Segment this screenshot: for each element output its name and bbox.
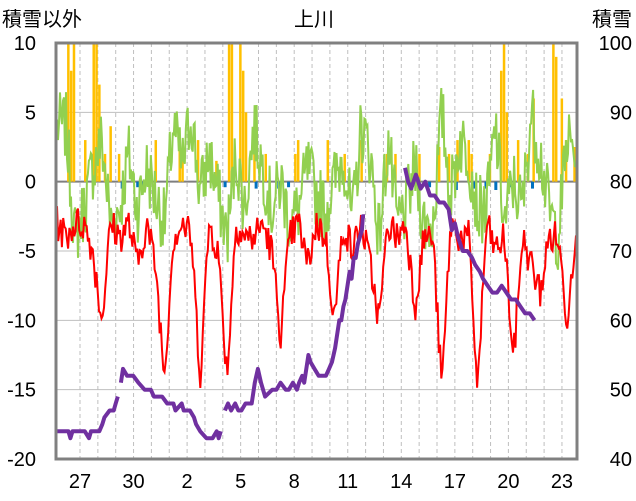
precipitation-bar xyxy=(484,181,488,189)
precipitation-bar xyxy=(136,181,140,188)
x-tick-label: 23 xyxy=(551,471,573,493)
snowfall-bar xyxy=(516,140,520,182)
snowfall-bar xyxy=(560,98,564,182)
snowfall-bar xyxy=(294,153,297,182)
snowfall-bar xyxy=(154,140,158,182)
x-tick-label: 5 xyxy=(235,471,246,493)
right-tick-label: 80 xyxy=(610,172,632,194)
snowfall-bar xyxy=(505,112,509,182)
left-tick-label: 0 xyxy=(25,172,36,194)
snowfall-bar xyxy=(499,70,503,182)
x-tick-label: 2 xyxy=(182,471,193,493)
snowfall-bar xyxy=(92,43,95,182)
snowfall-bar xyxy=(343,153,346,182)
left-tick-label: -10 xyxy=(7,310,36,332)
precipitation-bar xyxy=(223,181,227,188)
left-axis-ticks: 10 5 0 -5 -10 -15 -20 xyxy=(7,33,36,471)
snowfall-bar xyxy=(264,153,267,182)
left-tick-label: -20 xyxy=(7,449,36,471)
precipitation-bar xyxy=(428,181,432,188)
right-tick-label: 70 xyxy=(610,241,632,263)
x-axis-ticks: 27 30 2 5 8 11 14 17 20 23 xyxy=(69,471,573,493)
right-tick-label: 90 xyxy=(610,102,632,124)
snowfall-bar xyxy=(447,153,451,182)
chart-title: 上川 xyxy=(294,8,334,31)
snowfall-bar xyxy=(253,140,256,182)
wind-line xyxy=(56,87,577,270)
snowfall-bar xyxy=(502,43,506,182)
snowfall-bar xyxy=(296,140,300,182)
snowfall-bar xyxy=(241,70,245,182)
snowfall-bar xyxy=(67,43,70,182)
snowfall-bar xyxy=(470,153,473,182)
line-series xyxy=(56,87,577,388)
precipitation-bar xyxy=(494,181,498,190)
snowfall-bar xyxy=(467,140,471,182)
snowfall-bar xyxy=(244,112,248,182)
snowfall-bar xyxy=(117,153,121,182)
snowfall-bar xyxy=(239,43,242,182)
snowfall-bar xyxy=(437,147,441,182)
snowfall-bar xyxy=(72,43,76,182)
snowfall-bar xyxy=(109,126,112,182)
x-tick-label: 30 xyxy=(122,471,144,493)
right-axis-label: 積雪 xyxy=(592,8,632,31)
snowfall-bar xyxy=(552,43,555,182)
x-tick-label: 27 xyxy=(69,471,91,493)
snow-depth-line xyxy=(403,167,537,322)
snowfall-bar xyxy=(227,43,231,182)
left-axis-label: 積雪以外 xyxy=(2,8,82,31)
snowfall-bar xyxy=(326,140,330,182)
x-tick-label: 17 xyxy=(444,471,466,493)
snowfall-bar xyxy=(95,43,98,182)
plot-area-border xyxy=(54,41,579,461)
left-tick-label: -15 xyxy=(7,380,36,402)
right-tick-label: 60 xyxy=(610,310,632,332)
precipitation-bar xyxy=(473,181,477,189)
precipitation-bar xyxy=(530,181,534,189)
snowfall-bar xyxy=(69,70,73,182)
x-tick-label: 14 xyxy=(390,471,412,493)
x-tick-label: 11 xyxy=(337,471,358,493)
precipitation-bar xyxy=(254,181,258,189)
right-tick-label: 50 xyxy=(610,380,632,402)
snowfall-bar xyxy=(196,140,200,182)
snow-depth-line xyxy=(56,214,365,441)
left-tick-label: -5 xyxy=(18,241,36,263)
snowfall-bar xyxy=(230,43,234,182)
snowfall-bar xyxy=(84,140,87,182)
left-tick-label: 5 xyxy=(25,102,36,124)
left-tick-label: 10 xyxy=(14,33,36,55)
x-tick-label: 20 xyxy=(497,471,519,493)
right-tick-label: 100 xyxy=(599,33,632,55)
right-axis-ticks: 100 90 80 70 60 50 40 xyxy=(599,33,632,471)
snowfall-bar xyxy=(181,153,184,182)
snowfall-bar xyxy=(418,153,421,182)
snow-depth-series xyxy=(56,167,537,441)
snowfall-bar xyxy=(554,56,558,182)
precipitation-bar xyxy=(287,181,291,188)
x-tick-label: 8 xyxy=(289,471,300,493)
right-tick-label: 40 xyxy=(610,449,632,471)
temperature-line xyxy=(56,206,577,388)
